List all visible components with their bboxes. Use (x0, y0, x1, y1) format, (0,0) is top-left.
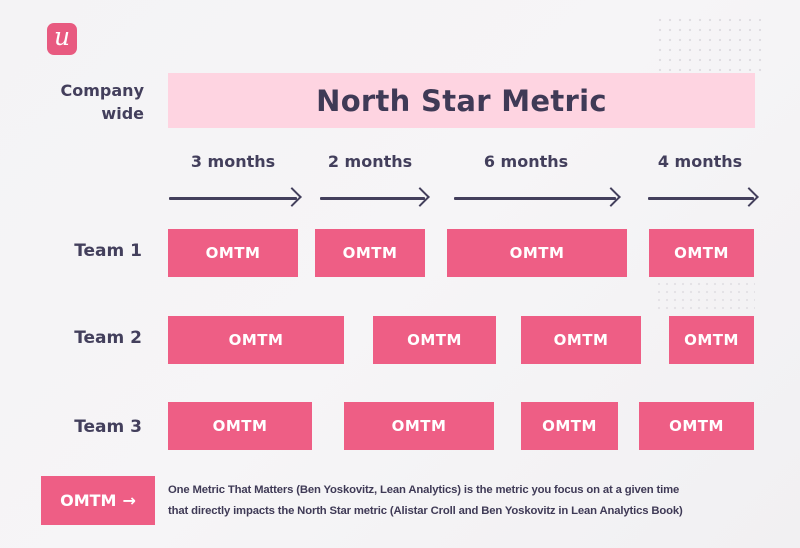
scope-label-line1: Company (60, 81, 144, 100)
period-label-4: 4 months (657, 152, 743, 171)
omtm-box: OMTM (521, 402, 618, 450)
definition-line-2: that directly impacts the North Star met… (168, 505, 683, 517)
scope-label: Company wide (40, 79, 144, 125)
omtm-box: OMTM (168, 402, 312, 450)
omtm-box: OMTM (521, 316, 641, 364)
arrow-right-icon (454, 187, 621, 207)
decorative-dot-grid (655, 15, 765, 73)
omtm-box: OMTM (168, 229, 298, 277)
omtm-legend-badge: OMTM → (41, 476, 155, 525)
omtm-box: OMTM (344, 402, 494, 450)
period-label-3: 6 months (483, 152, 569, 171)
scope-label-line2: wide (101, 104, 144, 123)
omtm-box: OMTM (168, 316, 344, 364)
logo-icon: u (47, 23, 77, 55)
arrow-right-icon (169, 187, 302, 207)
omtm-box: OMTM (669, 316, 754, 364)
definition-line-1: One Metric That Matters (Ben Yoskovitz, … (168, 484, 680, 496)
arrow-right-icon: → (122, 491, 136, 510)
team-label-1: Team 1 (74, 241, 142, 261)
arrow-right-icon (648, 187, 759, 207)
legend-term: OMTM (60, 491, 117, 510)
omtm-box: OMTM (447, 229, 627, 277)
omtm-box: OMTM (315, 229, 425, 277)
north-star-metric-banner: North Star Metric (168, 73, 755, 128)
team-label-2: Team 2 (74, 328, 142, 348)
decorative-dot-grid (655, 280, 755, 312)
omtm-box: OMTM (649, 229, 754, 277)
omtm-definition: One Metric That Matters (Ben Yoskovitz, … (168, 480, 778, 522)
period-label-1: 3 months (190, 152, 276, 171)
period-label-2: 2 months (327, 152, 413, 171)
omtm-box: OMTM (639, 402, 754, 450)
omtm-box: OMTM (373, 316, 496, 364)
team-label-3: Team 3 (74, 417, 142, 437)
arrow-right-icon (320, 187, 430, 207)
